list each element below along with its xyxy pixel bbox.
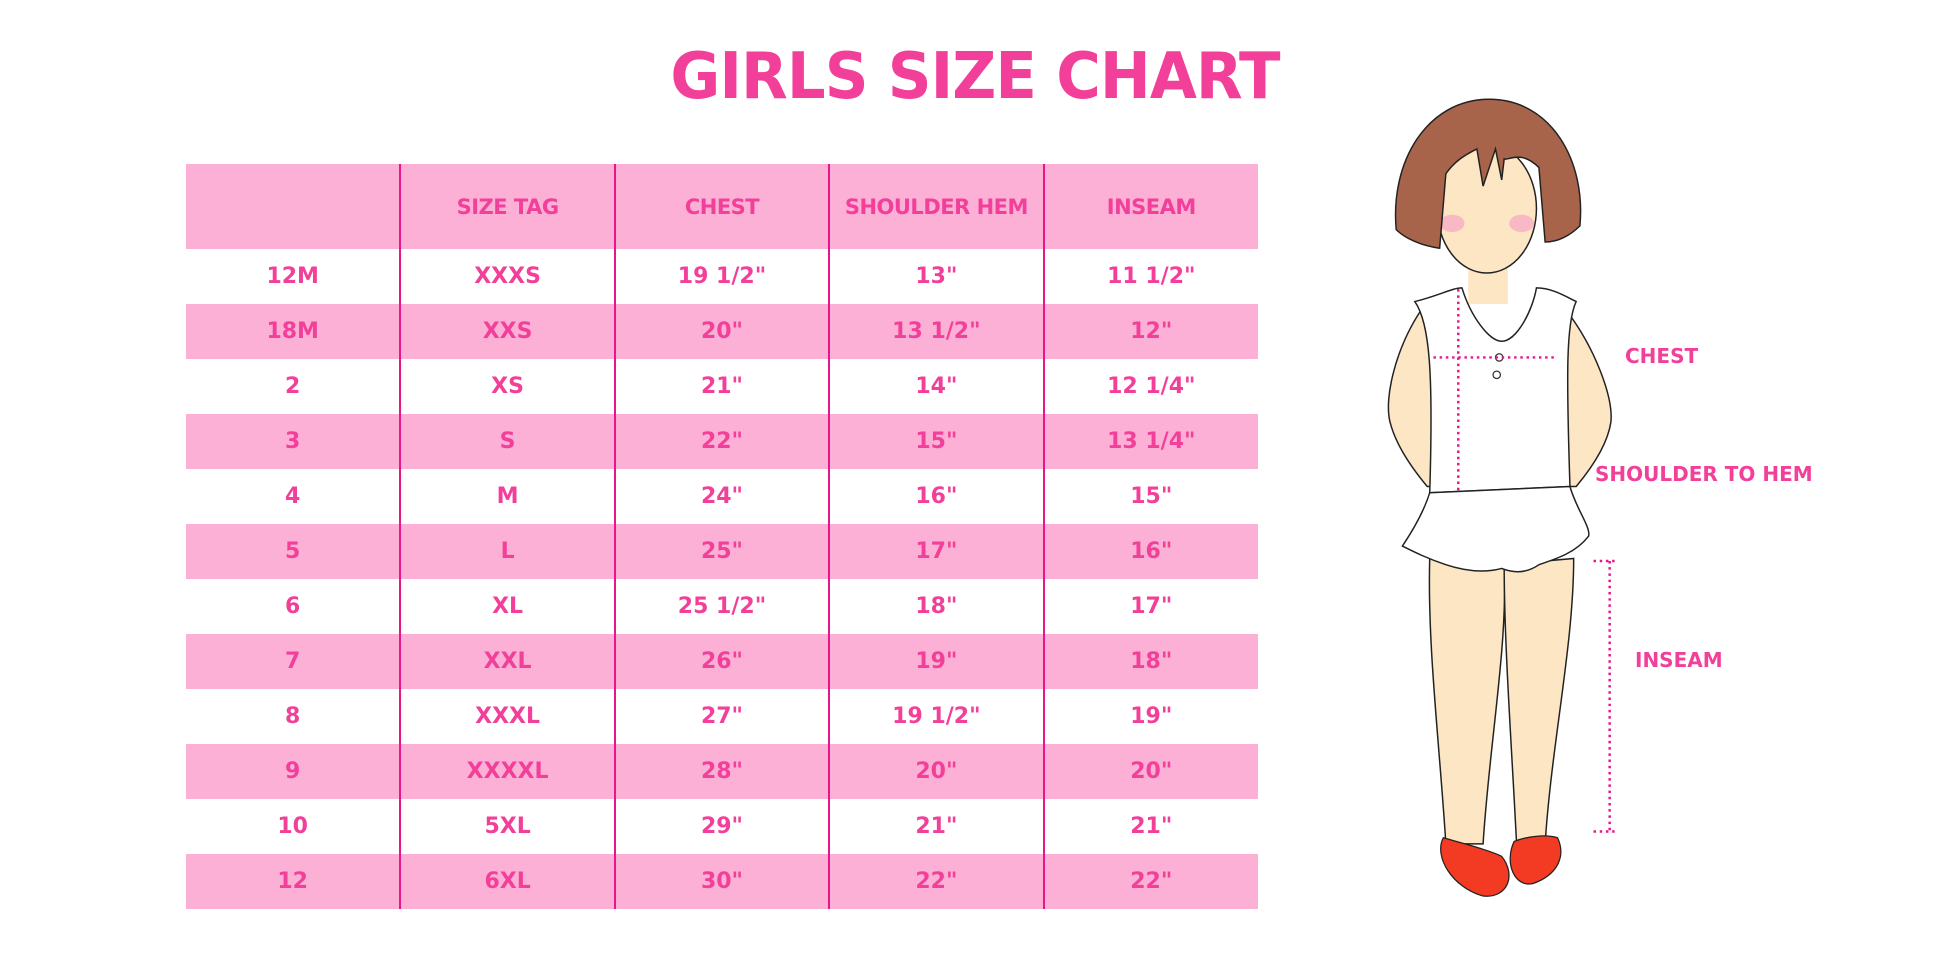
table-cell: 2 [285,374,301,399]
right-shoe [1509,835,1562,885]
table-cell: 6XL [399,854,615,909]
table-cell: 17" [828,524,1044,579]
table-row: 6 XL 25 1/2" 18" 17" [186,579,1258,634]
table-row: 12 6XL 30" 22" 22" [186,854,1258,909]
table-cell: 5 [186,524,401,579]
table-cell: 14" [828,359,1044,414]
right-arm [1560,309,1612,488]
table-cell: 19 1/2" [828,689,1044,744]
table-cell: 15" [828,414,1044,469]
size-chart-table: SIZE TAG CHEST SHOULDER HEM INSEAM 12M XXXS 1… [186,164,1258,909]
table-cell: 12" [1042,304,1258,359]
table-cell: 15" [1042,469,1258,524]
shoulder-to-hem-label: SHOULDER TO HEM [1595,462,1813,486]
table-cell: XXXS [399,249,615,304]
table-cell: 30" [613,854,830,909]
table-cell: 13 1/2" [828,304,1044,359]
table-cell: M [399,469,615,524]
table-cell: 20" [828,744,1044,799]
table-row: 7 XXL 26" 19" 18" [186,634,1258,689]
left-shoe [1440,836,1510,897]
chest-label: CHEST [1625,344,1699,368]
table-cell: 21" [828,799,1044,854]
table-cell: 19 1/2" [613,249,830,304]
table-cell: XS [399,359,615,414]
page-title: GIRLS SIZE CHART [670,40,1280,114]
table-cell: 12 [186,854,401,909]
left-arm [1387,309,1441,488]
table-cell: 21" [1042,799,1258,854]
table-cell: 22" [613,414,830,469]
table-row: 5 L 25" 17" 16" [186,524,1258,579]
table-cell: 29" [613,799,830,854]
table-cell: XXL [399,634,615,689]
table-row: 12M XXXS 19 1/2" 13" 11 1/2" [186,249,1258,304]
table-cell: 20" [1042,744,1258,799]
table-cell: 12M [266,264,319,289]
table-cell: 16" [828,469,1044,524]
hair [1394,98,1582,250]
table-row: 18M XXS 20" 13 1/2" 12" [186,304,1258,359]
table-cell: 18M [186,304,401,359]
table-cell: 10 [277,814,308,839]
table-cell: 9 [186,744,401,799]
table-row: 8 XXXL 27" 19 1/2" 19" [186,689,1258,744]
column-header [186,164,401,249]
table-row: 4 M 24" 16" 15" [186,469,1258,524]
table-cell: 3 [186,414,401,469]
column-header: SHOULDER HEM [828,164,1044,249]
table-cell: 18" [828,579,1044,634]
right-leg [1503,557,1575,845]
table-cell: 6 [285,594,301,619]
table-cell: 13" [828,249,1044,304]
table-cell: XXS [399,304,615,359]
inseam-label: INSEAM [1635,648,1723,672]
table-row: 3 S 22" 15" 13 1/4" [186,414,1258,469]
table-cell: S [399,414,615,469]
shirt [1413,287,1578,494]
table-cell: 11 1/2" [1042,249,1258,304]
table-cell: 24" [613,469,830,524]
table-cell: 17" [1042,579,1258,634]
table-cell: 22" [828,854,1044,909]
column-header: SIZE TAG [399,164,615,249]
table-header-row: SIZE TAG CHEST SHOULDER HEM INSEAM [186,164,1258,249]
table-cell: 19" [1042,689,1258,744]
table-cell: 5XL [399,799,615,854]
table-cell: XXXXL [399,744,615,799]
table-cell: XXXL [399,689,615,744]
table-cell: 22" [1042,854,1258,909]
table-cell: 26" [613,634,830,689]
table-cell: 7 [186,634,401,689]
table-row: 9 XXXXL 28" 20" 20" [186,744,1258,799]
table-cell: 18" [1042,634,1258,689]
column-header: INSEAM [1042,164,1258,249]
table-cell: 12 1/4" [1042,359,1258,414]
table-cell: 25 1/2" [613,579,830,634]
table-cell: 25" [613,524,830,579]
bloomers [1401,485,1590,573]
table-cell: L [399,524,615,579]
table-cell: 13 1/4" [1042,414,1258,469]
table-row: 10 5XL 29" 21" 21" [186,799,1258,854]
table-cell: 4 [285,484,301,509]
table-cell: 27" [613,689,830,744]
table-cell: 8 [285,704,301,729]
table-cell: 20" [613,304,830,359]
table-cell: XL [399,579,615,634]
column-header: CHEST [613,164,830,249]
table-cell: 28" [613,744,830,799]
table-row: 2 XS 21" 14" 12 1/4" [186,359,1258,414]
table-cell: 19" [828,634,1044,689]
table-cell: 16" [1042,524,1258,579]
left-leg [1428,557,1506,845]
table-cell: 21" [613,359,830,414]
